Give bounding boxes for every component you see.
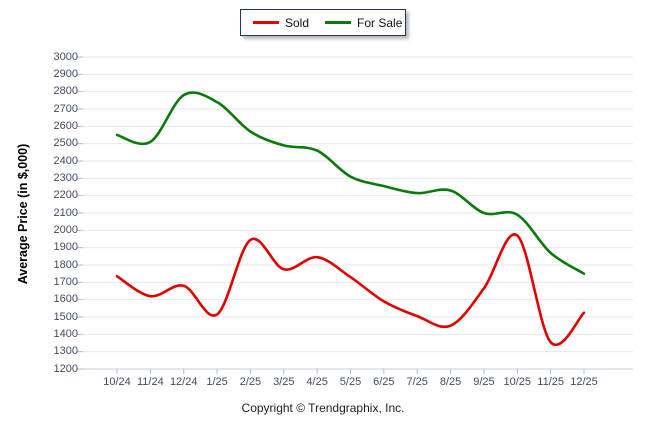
y-tick-label: 2200 <box>53 189 78 202</box>
y-tick-label: 1500 <box>53 310 78 323</box>
legend-item-sold: Sold <box>253 16 309 30</box>
y-tick-label: 2500 <box>53 137 78 150</box>
x-tick-label: 12/25 <box>570 376 598 388</box>
x-tick-label: 12/24 <box>169 376 198 388</box>
y-tick-label: 1200 <box>53 362 78 375</box>
y-tick-label: 1300 <box>53 345 78 358</box>
x-tick-label: 7/25 <box>406 376 428 388</box>
for-sale-line <box>115 91 586 275</box>
x-tick-label: 11/25 <box>537 376 564 388</box>
y-axis-title: Average Price (in $,000) <box>16 143 30 285</box>
y-tick-label: 2900 <box>53 67 78 80</box>
legend-label-sold: Sold <box>285 15 310 30</box>
sold-line <box>115 233 586 346</box>
legend: Sold For Sale <box>240 9 406 36</box>
y-tick-label: 2100 <box>53 206 78 219</box>
x-tick-label: 3/25 <box>273 376 295 388</box>
sold-line-swatch <box>253 21 279 24</box>
x-tick-label: 1/25 <box>206 376 228 388</box>
y-tick-label: 2700 <box>53 102 78 115</box>
x-tick-label: 8/25 <box>439 376 462 388</box>
y-tick-label: 2000 <box>53 223 78 236</box>
y-tick-label: 2800 <box>53 85 78 98</box>
y-tick-label: 2400 <box>53 154 78 167</box>
copyright-text: Copyright © Trendgraphix, Inc. <box>241 401 405 415</box>
y-tick-label: 1600 <box>53 293 78 306</box>
y-tick-label: 2300 <box>53 171 78 184</box>
x-tick-label: 4/25 <box>306 376 328 388</box>
y-tick-label: 1900 <box>53 241 78 254</box>
x-tick-label: 5/25 <box>339 376 362 388</box>
x-tick-label: 10/25 <box>503 376 532 388</box>
x-tick-label: 10/24 <box>103 376 131 388</box>
legend-item-for-sale: For Sale <box>325 16 402 30</box>
y-tick-label: 1400 <box>53 327 78 340</box>
x-tick-label: 9/25 <box>473 376 495 388</box>
y-tick-label: 1800 <box>53 258 78 271</box>
x-tick-label: 11/24 <box>136 376 164 388</box>
x-tick-label: 2/25 <box>239 376 262 388</box>
y-tick-label: 2600 <box>53 119 78 132</box>
y-tick-label: 3000 <box>53 50 78 63</box>
y-tick-label: 1700 <box>53 275 78 288</box>
for-sale-line-swatch <box>325 21 352 24</box>
legend-label-for-sale: For Sale <box>357 15 403 30</box>
x-tick-label: 6/25 <box>373 376 395 388</box>
